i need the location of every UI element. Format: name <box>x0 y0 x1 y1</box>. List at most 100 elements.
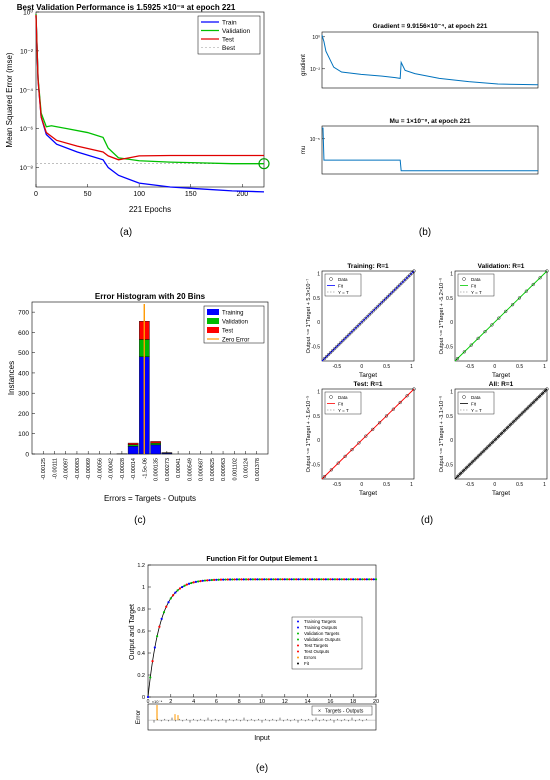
data-point <box>295 578 298 581</box>
gradient-title: Gradient = 9.9156×10⁻⁴, at epoch 221 <box>373 23 488 30</box>
data-point <box>165 605 168 608</box>
data-point <box>146 695 150 699</box>
data-point <box>324 354 329 359</box>
data-point <box>343 337 347 341</box>
x-tick-label: 10 <box>259 699 265 705</box>
data-point <box>181 585 184 589</box>
regression-xlabel: Target <box>492 372 510 379</box>
x-tick-label: -1.5e-06 <box>142 458 148 479</box>
data-point <box>372 578 375 581</box>
x-tick-label: -0.00069 <box>86 458 92 480</box>
data-point <box>352 578 355 581</box>
legend: Train Validation Test Best <box>197 15 261 55</box>
legend-fit: Fit <box>471 402 477 407</box>
x-tick-label: 16 <box>327 699 333 705</box>
series-test <box>35 14 264 161</box>
x-tick-label: 14 <box>305 699 311 705</box>
y-tick-label: 300 <box>18 391 29 398</box>
legend-yt: Y = T <box>471 290 482 295</box>
data-point <box>524 289 528 293</box>
data-point <box>326 352 331 357</box>
data-point <box>345 335 349 339</box>
bar-training <box>127 446 139 455</box>
data-point <box>160 617 163 620</box>
legend-fit: Fit <box>338 284 344 289</box>
legend-yt: Y = T <box>338 290 349 295</box>
legend-data: Data <box>338 277 348 282</box>
y-tick-label: 0 <box>317 438 320 444</box>
y-tick-label: 0.5 <box>313 296 320 302</box>
data-point <box>490 323 494 327</box>
training-state-plots: Gradient = 9.9156×10⁻⁴, at epoch 221 gra… <box>301 23 539 238</box>
data-point <box>341 339 345 343</box>
legend-test: Test <box>222 37 234 44</box>
data-point <box>342 578 346 581</box>
x-tick-label: 20 <box>373 699 379 705</box>
x-tick-label: 0 <box>493 482 496 488</box>
data-point <box>358 578 362 581</box>
data-point <box>322 474 327 479</box>
bar-validation <box>127 444 139 447</box>
data-point <box>167 601 170 604</box>
data-point <box>258 578 261 581</box>
caption-e: (e) <box>256 763 268 774</box>
y-tick-label: 10⁻⁶ <box>20 126 34 133</box>
data-point <box>190 581 193 585</box>
x-tick-label: -0.00056 <box>97 458 103 480</box>
x-axis-label: 221 Epochs <box>129 205 171 214</box>
data-point <box>381 299 386 303</box>
data-point <box>290 578 293 581</box>
data-point <box>149 676 152 679</box>
data-point <box>311 578 314 581</box>
regression-ylabel: Output ~= 1*Target + 5.3×10⁻⁷ <box>305 279 312 354</box>
data-point <box>169 597 172 600</box>
data-point <box>322 578 325 581</box>
data-point <box>260 578 264 581</box>
data-point <box>390 291 394 295</box>
data-point <box>396 285 400 289</box>
data-point <box>174 591 177 594</box>
regression-panel: Validation: R=1 Target Output ~= 1*Target … <box>438 263 549 379</box>
data-point <box>476 336 480 340</box>
data-point <box>187 582 191 585</box>
data-point <box>349 578 353 581</box>
data-point <box>355 325 359 329</box>
bar-test <box>150 441 161 444</box>
regression-xlabel: Target <box>492 490 510 497</box>
data-point <box>206 579 209 582</box>
data-point <box>247 578 250 581</box>
data-point <box>462 350 466 354</box>
caption-c: (c) <box>134 515 146 526</box>
data-point <box>222 578 225 581</box>
series-validation <box>35 13 264 165</box>
data-point <box>197 580 200 583</box>
x-tick-label: 1 <box>410 482 413 488</box>
x-tick-label: 0 <box>34 191 38 198</box>
data-point <box>345 578 348 581</box>
legend-box <box>324 273 362 297</box>
data-point <box>228 578 232 581</box>
data-point <box>412 387 416 391</box>
data-point <box>379 301 384 305</box>
histogram-xlabel: Errors = Targets - Outputs <box>104 494 196 503</box>
data-point <box>340 578 343 581</box>
y-tick-label: -0.5 <box>444 344 453 350</box>
data-point <box>263 578 266 581</box>
data-point <box>383 297 388 301</box>
mu-ylabel: mu <box>301 146 307 154</box>
performance-plot: Best Validation Performance is 1.5925 ×1… <box>5 3 270 238</box>
y-tick-label: 0.5 <box>313 414 320 420</box>
regression-panel: Training: R=1 Target Output ~= 1*Target + … <box>305 263 416 379</box>
data-point <box>333 578 337 581</box>
data-point <box>455 356 460 361</box>
data-point <box>301 578 305 581</box>
data-point <box>359 321 363 325</box>
data-point <box>208 579 211 582</box>
y-tick-label: -0.5 <box>311 344 320 350</box>
data-point <box>192 581 195 584</box>
data-point <box>317 578 321 581</box>
data-point <box>356 578 359 581</box>
x-tick-label: 0.000273 <box>165 458 171 481</box>
x-tick-label: 100 <box>133 191 145 198</box>
gradient-ylabel: gradient <box>301 54 307 76</box>
